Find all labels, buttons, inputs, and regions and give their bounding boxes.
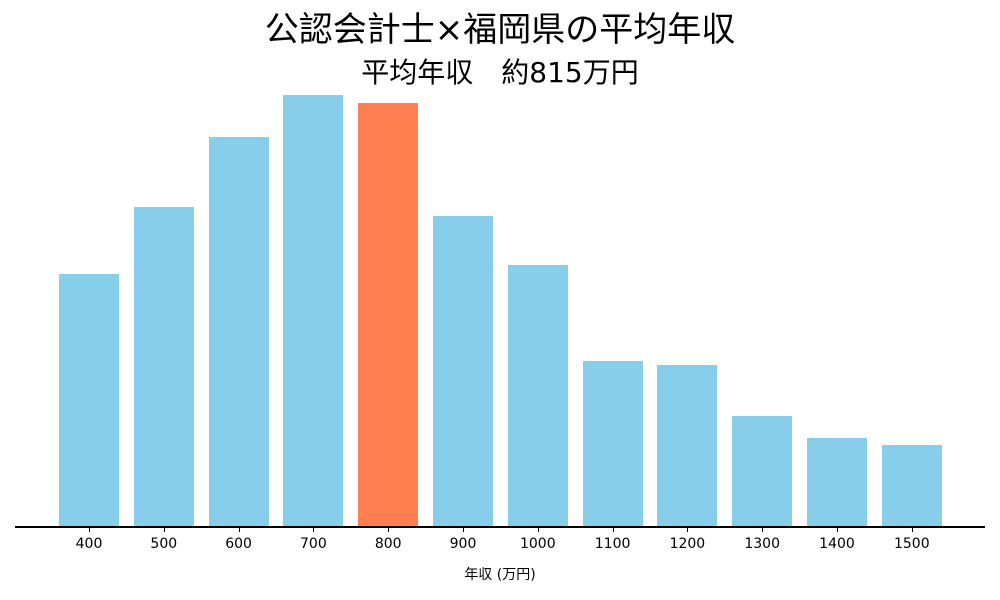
x-tick	[612, 527, 614, 532]
bar-1000	[507, 265, 568, 527]
bar-1100	[582, 361, 643, 527]
x-tick-label: 900	[449, 536, 477, 552]
x-tick-label: 1100	[594, 536, 631, 552]
bar-1200	[657, 365, 718, 527]
x-tick	[463, 527, 464, 532]
bar-500	[133, 207, 194, 527]
chart-title: 公認会計士×福岡県の平均年収	[264, 10, 736, 50]
x-tick	[837, 527, 838, 532]
x-tick	[238, 527, 240, 532]
x-tick-label: 700	[300, 536, 327, 552]
x-tick-label: 600	[225, 536, 252, 552]
x-tick-label: 1200	[669, 536, 706, 552]
x-tick-label: 500	[150, 536, 178, 552]
chart-subtitle: 平均年収 約815万円	[361, 56, 639, 89]
bar-800	[358, 103, 419, 527]
x-tick	[537, 527, 539, 532]
x-tick-label: 800	[374, 536, 402, 552]
x-tick	[163, 527, 165, 532]
bar-1400	[807, 438, 867, 527]
bar-600	[208, 137, 269, 527]
bar-1300	[732, 416, 793, 527]
x-tick	[911, 527, 913, 532]
x-tick	[89, 527, 90, 532]
x-tick-label: 1000	[519, 536, 556, 552]
x-axis-line	[15, 526, 985, 528]
x-axis-label: 年収 (万円)	[464, 567, 536, 583]
x-tick-label: 1400	[819, 536, 855, 552]
bar-1500	[881, 445, 942, 527]
x-tick	[687, 527, 689, 532]
x-tick-label: 1500	[893, 536, 930, 552]
bar-400	[59, 274, 119, 527]
bar-900	[433, 216, 493, 527]
bar-700	[283, 95, 344, 527]
x-tick-label: 1300	[744, 536, 780, 552]
x-tick	[762, 527, 764, 532]
x-tick-label: 400	[75, 536, 103, 552]
x-tick	[313, 527, 315, 532]
x-tick	[388, 527, 390, 532]
